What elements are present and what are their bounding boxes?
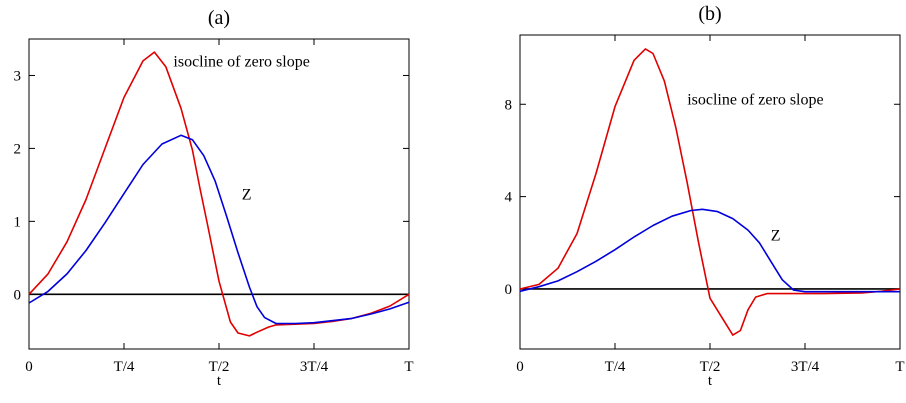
chart-b-frame bbox=[519, 34, 901, 350]
chart-a-y-tick-label: 0 bbox=[14, 287, 22, 303]
chart-b-x-tick-label: T bbox=[895, 359, 904, 375]
chart-a-series-z bbox=[28, 134, 410, 325]
chart-a-y-tick-label: 3 bbox=[14, 68, 22, 84]
chart-a-annotation: Z bbox=[242, 186, 252, 203]
chart-a-x-tick-label: 3T/4 bbox=[300, 359, 329, 375]
chart-a-annotation: isocline of zero slope bbox=[173, 54, 309, 71]
chart-b-series-isocline bbox=[519, 48, 901, 336]
chart-a-x-tick-label: T/4 bbox=[114, 359, 135, 375]
chart-a-title: (a) bbox=[208, 7, 230, 29]
chart-a-y-tick-label: 2 bbox=[14, 141, 22, 157]
chart-a-x-tick-label: T bbox=[404, 359, 413, 375]
chart-b-annotation: isocline of zero slope bbox=[687, 91, 823, 108]
chart-b-series-z bbox=[519, 208, 900, 293]
chart-b-y-tick-label: 0 bbox=[505, 282, 513, 298]
chart-b-x-tick-label: 3T/4 bbox=[791, 359, 820, 375]
chart-b-x-tick-label: 0 bbox=[516, 359, 524, 375]
chart-a-x-tick-label: T/2 bbox=[209, 359, 230, 375]
chart-b-x-tick-label: T/4 bbox=[605, 359, 626, 375]
chart-b-annotation: Z bbox=[771, 227, 781, 244]
chart-a-x-axis-label: t bbox=[217, 373, 222, 389]
chart-a-x-tick-label: 0 bbox=[25, 359, 33, 375]
chart-b-y-tick-label: 4 bbox=[505, 190, 513, 206]
chart-panel-a: 0 T/4 T/2 3T/4 T 0 1 2 3 isocline of zero slope Z (… bbox=[14, 7, 414, 389]
chart-b-x-tick-label: T/2 bbox=[700, 359, 721, 375]
chart-b-x-axis-label: t bbox=[708, 373, 713, 389]
chart-b-title: (b) bbox=[698, 3, 721, 25]
chart-a-y-tick-label: 1 bbox=[14, 214, 22, 230]
chart-panel-b: 0 T/4 T/2 3T/4 T 0 4 8 isocline of zero slope Z (b… bbox=[505, 3, 905, 389]
chart-b-y-tick-label: 8 bbox=[505, 97, 513, 113]
